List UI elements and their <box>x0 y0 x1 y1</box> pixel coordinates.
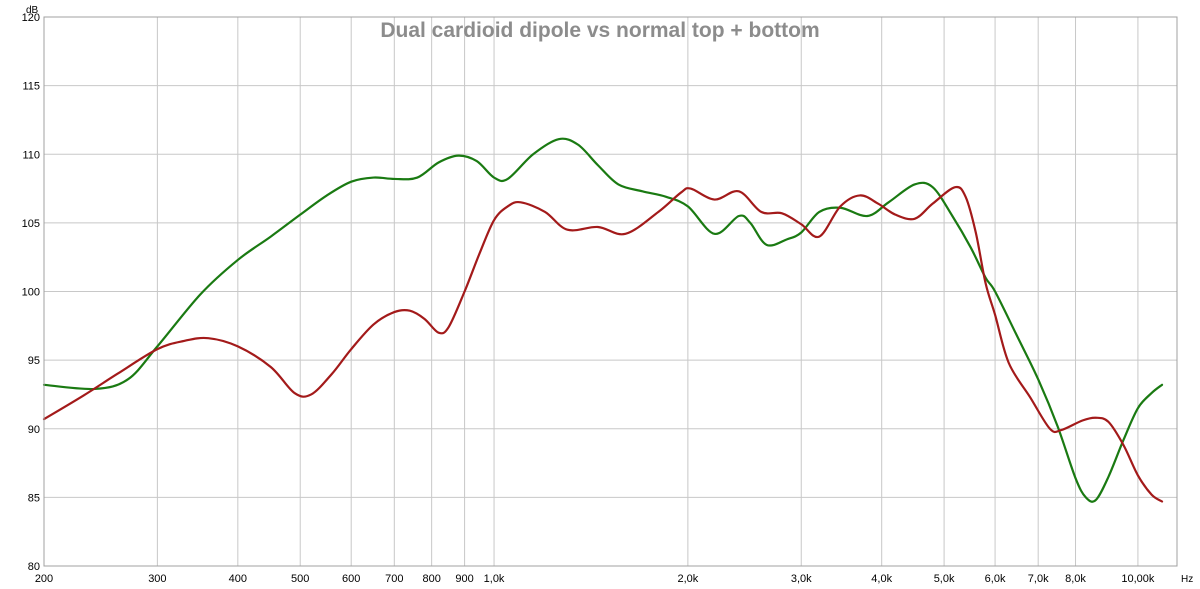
x-axis-unit-label: Hz <box>1181 574 1193 585</box>
x-tick-label: 3,0k <box>791 573 812 585</box>
x-tick-label: 700 <box>385 573 403 585</box>
x-tick-label: 7,0k <box>1028 573 1049 585</box>
y-tick-label: 90 <box>28 424 40 436</box>
x-tick-label: 10,00k <box>1121 573 1155 585</box>
y-tick-label: 105 <box>22 218 40 230</box>
series-layer <box>42 137 1164 503</box>
x-tick-label: 1,0k <box>484 573 505 585</box>
y-tick-label: 100 <box>22 287 40 299</box>
x-tick-label: 500 <box>291 573 309 585</box>
grid-lines <box>43 16 1177 567</box>
y-tick-label: 115 <box>22 81 40 93</box>
x-tick-label: 600 <box>342 573 360 585</box>
x-tick-label: 2,0k <box>677 573 698 585</box>
x-tick-label: 400 <box>229 573 247 585</box>
tick-labels: 80 85 90 95 100 105 110 115 120 200 300 400 500 600 70… <box>22 12 1155 585</box>
x-tick-label: 200 <box>35 573 53 585</box>
series-line-red <box>42 185 1164 503</box>
y-tick-label: 110 <box>22 149 40 161</box>
x-tick-label: 6,0k <box>985 573 1006 585</box>
y-tick-label: 85 <box>28 492 40 504</box>
y-axis-unit-label: dB <box>26 5 39 16</box>
x-tick-label: 4,0k <box>871 573 892 585</box>
x-tick-label: 900 <box>455 573 473 585</box>
y-tick-label: 95 <box>28 355 40 367</box>
x-tick-label: 5,0k <box>934 573 955 585</box>
x-tick-label: 8,0k <box>1065 573 1086 585</box>
chart-title: Dual cardioid dipole vs normal top + bot… <box>380 19 819 42</box>
y-tick-label: 120 <box>22 12 40 24</box>
x-tick-label: 800 <box>422 573 440 585</box>
series-line-green <box>42 137 1164 503</box>
plot-frame <box>43 16 1178 567</box>
y-tick-label: 80 <box>28 561 40 573</box>
x-tick-label: 300 <box>148 573 166 585</box>
